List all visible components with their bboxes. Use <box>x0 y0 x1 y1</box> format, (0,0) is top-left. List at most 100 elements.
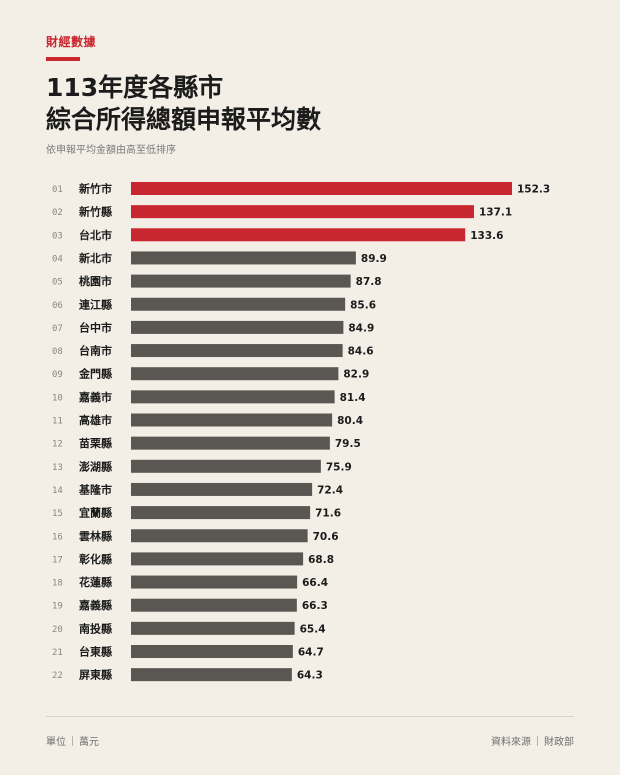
rank-label: 03 <box>52 231 63 241</box>
category-label: 新竹縣 <box>79 205 112 219</box>
rank-label: 12 <box>52 440 63 450</box>
value-label: 75.9 <box>326 461 352 473</box>
value-label: 87.8 <box>356 276 382 288</box>
category-label: 台南市 <box>79 344 112 358</box>
category-label: 基隆市 <box>78 482 112 496</box>
rank-label: 05 <box>52 278 63 288</box>
category-label: 苗栗縣 <box>79 436 112 450</box>
value-label: 89.9 <box>361 253 387 265</box>
value-label: 72.4 <box>317 484 343 496</box>
category-label: 台中市 <box>79 320 112 334</box>
chart-subtitle: 依申報平均金額由高至低排序 <box>46 145 176 156</box>
category-label: 新北市 <box>79 251 112 265</box>
value-label: 66.4 <box>302 577 328 589</box>
bar <box>131 482 313 496</box>
bar <box>131 367 339 381</box>
rank-label: 10 <box>52 393 63 403</box>
bar <box>131 413 333 427</box>
value-label: 84.9 <box>348 322 374 334</box>
value-label: 133.6 <box>470 230 503 242</box>
kicker-label: 財經數據 <box>46 35 97 49</box>
bar <box>131 575 298 589</box>
rank-label: 16 <box>52 532 63 542</box>
kicker-accent-bar <box>46 57 80 61</box>
rank-label: 01 <box>52 185 63 195</box>
value-label: 79.5 <box>335 438 361 450</box>
category-label: 高雄市 <box>79 413 112 427</box>
rank-label: 18 <box>52 579 63 589</box>
footer-divider <box>46 716 574 717</box>
rank-label: 13 <box>52 463 63 473</box>
footer-unit-separator <box>72 736 73 746</box>
chart-title-line-1: 113年度各縣市 <box>46 73 224 102</box>
rank-label: 20 <box>52 625 63 635</box>
value-label: 65.4 <box>300 623 326 635</box>
bar <box>131 320 344 334</box>
footer-unit: 單位 萬元 <box>46 733 99 748</box>
bar <box>131 598 297 612</box>
rank-label: 07 <box>52 324 63 334</box>
chart-title: 113年度各縣市 綜合所得總額申報平均數 <box>46 72 321 136</box>
value-label: 71.6 <box>315 508 341 520</box>
chart-title-line-2: 綜合所得總額申報平均數 <box>46 105 322 134</box>
bar <box>131 182 512 195</box>
category-label: 南投縣 <box>79 621 112 635</box>
footer-unit-value: 萬元 <box>79 737 99 748</box>
rank-label: 09 <box>52 370 63 380</box>
category-label: 台北市 <box>79 228 112 242</box>
value-label: 82.9 <box>343 369 369 381</box>
rank-label: 15 <box>52 509 63 519</box>
bar <box>131 459 321 473</box>
bar <box>131 228 466 242</box>
bar-chart: 01 新竹市 152.3 02 新竹縣 137.1 03 台北市 133.6 04 新北市 89.9 0… <box>52 182 550 682</box>
value-label: 84.6 <box>348 346 374 358</box>
category-label: 桃園市 <box>79 274 112 288</box>
bar <box>131 274 351 288</box>
bar <box>131 552 304 566</box>
value-label: 66.3 <box>302 600 328 612</box>
rank-label: 21 <box>52 648 63 658</box>
value-label: 70.6 <box>313 531 339 543</box>
value-label: 81.4 <box>340 392 366 404</box>
category-label: 嘉義縣 <box>78 598 112 612</box>
rank-label: 11 <box>52 417 63 427</box>
category-label: 屏東縣 <box>79 668 112 682</box>
rank-label: 08 <box>52 347 63 357</box>
rank-label: 04 <box>52 254 63 264</box>
bar <box>131 621 295 635</box>
bar <box>131 668 292 682</box>
bar <box>131 436 330 450</box>
value-label: 64.7 <box>298 647 324 659</box>
value-label: 68.8 <box>308 554 334 566</box>
rank-label: 19 <box>52 602 63 612</box>
rank-label: 02 <box>52 208 63 218</box>
bar <box>131 506 311 520</box>
bar <box>131 645 293 658</box>
category-label: 宜蘭縣 <box>79 506 112 520</box>
category-label: 嘉義市 <box>78 390 112 404</box>
footer-source: 資料來源 財政部 <box>491 733 574 748</box>
bar <box>131 344 343 358</box>
category-label: 雲林縣 <box>79 529 112 543</box>
rank-label: 06 <box>52 301 63 311</box>
footer-unit-label: 單位 <box>46 737 66 748</box>
category-label: 連江縣 <box>79 297 112 311</box>
value-label: 137.1 <box>479 207 512 219</box>
footer-source-value: 財政部 <box>544 737 574 748</box>
value-label: 80.4 <box>337 415 363 427</box>
rank-label: 22 <box>52 671 63 681</box>
bar <box>131 297 346 311</box>
category-label: 台東縣 <box>79 645 112 659</box>
value-label: 64.3 <box>297 670 323 682</box>
category-label: 金門縣 <box>78 367 112 381</box>
rank-label: 17 <box>52 555 63 565</box>
bar <box>131 205 474 219</box>
value-label: 152.3 <box>517 184 550 196</box>
rank-label: 14 <box>52 486 63 496</box>
bar <box>131 390 335 404</box>
footer-source-separator <box>537 736 538 746</box>
footer-source-label: 資料來源 <box>491 737 531 748</box>
value-label: 85.6 <box>350 299 376 311</box>
category-label: 新竹市 <box>79 182 112 196</box>
category-label: 彰化縣 <box>79 552 112 566</box>
